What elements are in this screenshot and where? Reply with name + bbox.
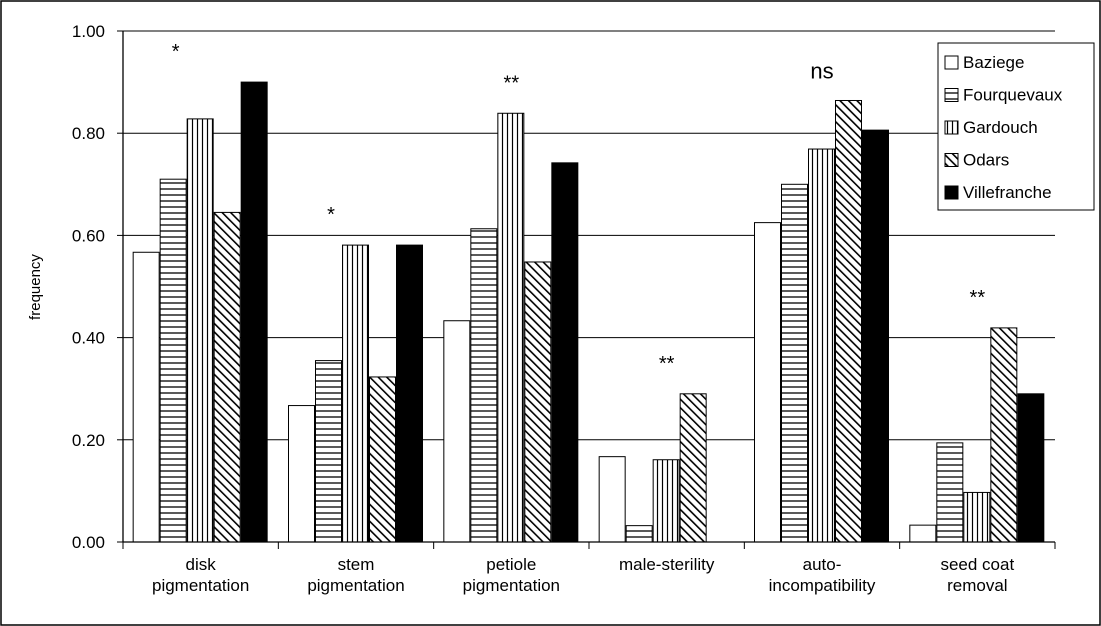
bar-villefranche-5 bbox=[1017, 393, 1045, 543]
significance-label: ns bbox=[810, 58, 833, 83]
bar-odars-0 bbox=[213, 211, 241, 543]
significance-labels: ******ns** bbox=[172, 41, 986, 375]
significance-label: ** bbox=[970, 287, 986, 309]
gridlines bbox=[123, 30, 1055, 441]
y-axis-label: frequency bbox=[27, 254, 44, 320]
x-tick-label: male-sterility bbox=[619, 555, 715, 574]
bar-gardouch-1 bbox=[342, 244, 369, 543]
significance-label: ** bbox=[504, 72, 520, 94]
bar-fourquevaux-1 bbox=[315, 360, 342, 543]
axes bbox=[122, 31, 1056, 549]
legend-swatch-gardouch bbox=[944, 120, 959, 135]
x-tick-label: stem pigmentation bbox=[307, 555, 404, 595]
bar-fourquevaux-4 bbox=[781, 183, 808, 543]
bar-odars-2 bbox=[524, 261, 552, 543]
legend-swatch-villefranche bbox=[944, 185, 959, 200]
y-tick-label: 1.00 bbox=[72, 22, 105, 41]
x-tick-label: petiole pigmentation bbox=[463, 555, 560, 595]
y-tick-label: 0.20 bbox=[72, 431, 105, 450]
bar-baziege-1 bbox=[288, 405, 315, 543]
y-tick-label: 0.60 bbox=[72, 226, 105, 245]
bar-fourquevaux-3 bbox=[625, 525, 653, 543]
bar-baziege-5 bbox=[909, 524, 937, 543]
bar-baziege-0 bbox=[132, 251, 160, 543]
legend: Baziege Fourquevaux Gardouch Odars Villefran… bbox=[937, 42, 1095, 211]
bar-baziege-2 bbox=[443, 320, 471, 543]
bar-villefranche-4 bbox=[862, 129, 889, 543]
significance-label: ** bbox=[659, 353, 675, 375]
bar-baziege-4 bbox=[754, 222, 781, 543]
x-tick-label: disk pigmentation bbox=[152, 555, 249, 595]
legend-label-odars: Odars bbox=[963, 151, 1009, 170]
bar-gardouch-5 bbox=[963, 491, 991, 543]
bar-odars-3 bbox=[679, 393, 707, 543]
bar-fourquevaux-5 bbox=[936, 442, 964, 543]
bar-gardouch-4 bbox=[808, 148, 835, 543]
legend-label-villefranche: Villefranche bbox=[963, 183, 1052, 202]
x-tick-labels: disk pigmentation stem pigmentation petiole p… bbox=[152, 555, 1014, 595]
bar-odars-4 bbox=[835, 99, 862, 543]
bar-baziege-3 bbox=[598, 456, 626, 543]
bar-odars-1 bbox=[369, 376, 396, 543]
bar-gardouch-2 bbox=[497, 112, 525, 543]
significance-label: * bbox=[327, 204, 335, 226]
legend-swatch-baziege bbox=[944, 55, 959, 70]
bar-fourquevaux-2 bbox=[470, 228, 498, 543]
bar-villefranche-1 bbox=[396, 244, 423, 543]
y-tick-labels: 0.00 0.20 0.40 0.60 0.80 1.00 bbox=[72, 22, 123, 552]
y-tick-label: 0.40 bbox=[72, 329, 105, 348]
legend-box bbox=[937, 42, 1095, 211]
legend-label-baziege: Baziege bbox=[963, 53, 1024, 72]
legend-swatch-odars bbox=[944, 153, 959, 167]
significance-label: * bbox=[172, 41, 180, 63]
bar-gardouch-0 bbox=[186, 118, 214, 543]
bar-odars-5 bbox=[990, 327, 1018, 543]
y-tick-label: 0.80 bbox=[72, 124, 105, 143]
x-tick-label: auto-incompatibility bbox=[769, 555, 876, 595]
bar-villefranche-0 bbox=[240, 81, 268, 543]
bar-gardouch-3 bbox=[652, 459, 680, 543]
y-tick-label: 0.00 bbox=[72, 533, 105, 552]
bar-villefranche-2 bbox=[551, 162, 579, 543]
legend-label-gardouch: Gardouch bbox=[963, 118, 1038, 137]
legend-swatch-fourquevaux bbox=[944, 88, 959, 102]
legend-label-fourquevaux: Fourquevaux bbox=[963, 86, 1063, 105]
x-tick-label: seed coat removal bbox=[940, 555, 1014, 595]
bars bbox=[132, 81, 1045, 543]
bar-fourquevaux-0 bbox=[159, 178, 187, 543]
